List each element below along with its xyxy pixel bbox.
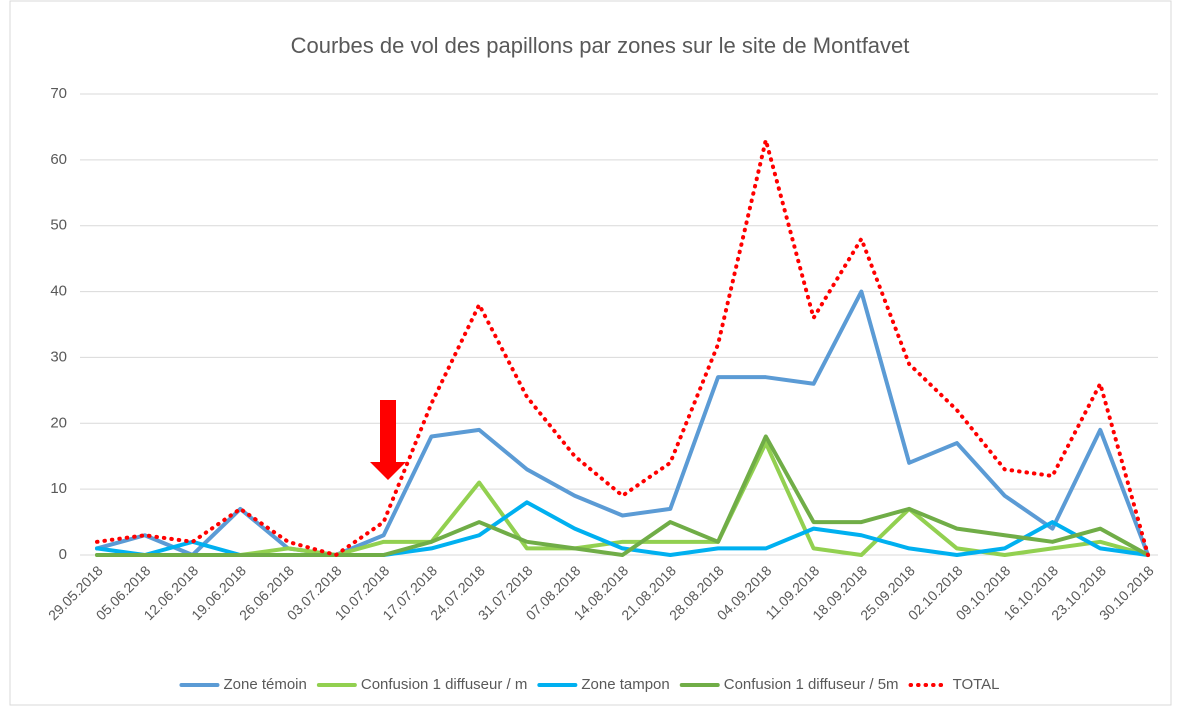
- y-tick-label: 20: [50, 414, 67, 431]
- legend-label: Confusion 1 diffuseur / m: [361, 676, 527, 693]
- y-tick-label: 50: [50, 217, 67, 234]
- y-tick-label: 10: [50, 480, 67, 497]
- series-line: [95, 434, 1150, 557]
- y-tick-label: 70: [50, 85, 67, 102]
- legend-label: Zone témoin: [223, 676, 306, 693]
- y-tick-label: 60: [50, 151, 67, 168]
- series-line: [95, 441, 1150, 557]
- y-tick-label: 0: [59, 546, 67, 563]
- series-line: [95, 289, 1150, 557]
- arrow-annotation: [370, 400, 406, 480]
- y-tick-label: 30: [50, 348, 67, 365]
- chart-frame: [9, 0, 1172, 706]
- legend: Zone témoin Confusion 1 diffuseur / m Zone…: [179, 676, 1000, 693]
- legend-label: Confusion 1 diffuseur / 5m: [724, 676, 899, 693]
- y-tick-label: 40: [50, 283, 67, 300]
- legend-label: TOTAL: [953, 676, 1000, 693]
- chart-title: Courbes de vol des papillons par zones s…: [291, 33, 910, 58]
- series-line: [95, 138, 1150, 557]
- legend-label: Zone tampon: [581, 676, 669, 693]
